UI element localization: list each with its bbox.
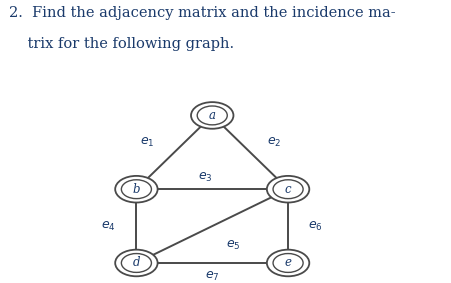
Circle shape — [191, 102, 234, 129]
Text: 2.  Find the adjacency matrix and the incidence ma-: 2. Find the adjacency matrix and the inc… — [9, 6, 396, 20]
Text: $e_{4}$: $e_{4}$ — [101, 220, 116, 233]
Text: trix for the following graph.: trix for the following graph. — [9, 37, 234, 52]
Text: $e_{3}$: $e_{3}$ — [198, 171, 212, 184]
Text: b: b — [133, 183, 140, 196]
Circle shape — [115, 176, 157, 203]
Text: $e_{7}$: $e_{7}$ — [205, 270, 220, 283]
Text: $e_{5}$: $e_{5}$ — [226, 239, 240, 252]
Circle shape — [273, 254, 303, 273]
Circle shape — [267, 176, 309, 203]
Text: d: d — [133, 256, 140, 269]
Circle shape — [267, 250, 309, 276]
Text: e: e — [285, 256, 292, 269]
Circle shape — [115, 250, 157, 276]
Circle shape — [121, 180, 152, 199]
Circle shape — [197, 106, 227, 125]
Text: a: a — [209, 109, 216, 122]
Circle shape — [273, 180, 303, 199]
Text: $e_{2}$: $e_{2}$ — [267, 136, 281, 149]
Text: $e_{6}$: $e_{6}$ — [308, 220, 323, 233]
Text: $e_{1}$: $e_{1}$ — [139, 136, 154, 149]
Circle shape — [121, 254, 152, 273]
Text: c: c — [285, 183, 291, 196]
